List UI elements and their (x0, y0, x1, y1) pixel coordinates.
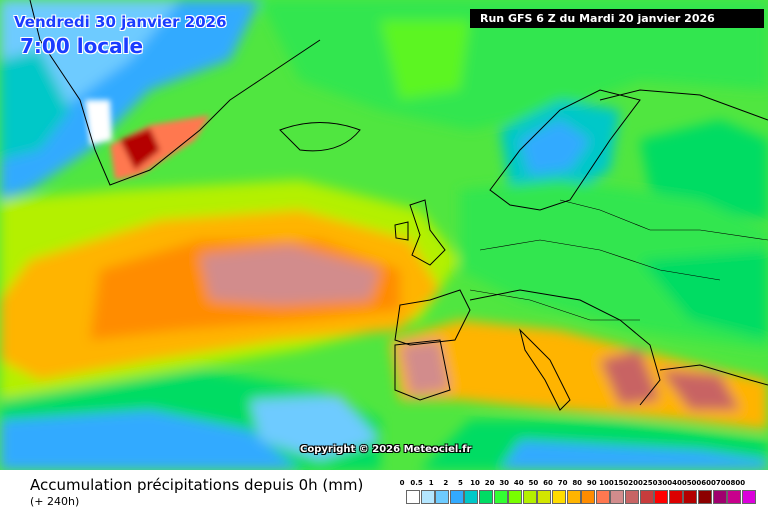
legend-swatch (683, 490, 698, 504)
legend-swatch (581, 490, 596, 504)
legend-swatch (727, 490, 742, 504)
legend-label: 1 (428, 479, 434, 487)
legend-label: 700 (715, 479, 731, 487)
legend-label: 100 (599, 479, 614, 487)
legend-label: 70 (557, 479, 568, 487)
legend-label: 10 (470, 479, 480, 487)
legend-swatch (522, 490, 537, 504)
legend-label: 500 (686, 479, 702, 487)
legend-swatch (493, 490, 508, 504)
map-canvas (0, 0, 768, 470)
legend-label: 600 (701, 479, 716, 487)
legend-swatch (464, 490, 479, 504)
legend-swatch (595, 490, 610, 504)
legend-label: 150 (613, 479, 629, 487)
forecast-date: Vendredi 30 janvier 2026 (14, 13, 227, 31)
forecast-time: 7:00 locale (20, 34, 144, 58)
legend-label: 0.5 (410, 479, 423, 487)
legend-label: 20 (484, 479, 495, 487)
legend-swatch (639, 490, 654, 504)
legend-label: 40 (513, 479, 524, 487)
legend-swatch (552, 490, 566, 504)
footer-subtitle: (+ 240h) (30, 495, 80, 508)
color-legend: 0 0.5 1 2 5 10 20 30 40 50 60 70 80 90 100 150 200 250 300… (399, 478, 756, 510)
legend-label: 400 (672, 479, 687, 487)
legend-swatch (449, 490, 464, 504)
coastlines (29, 0, 768, 411)
precipitation-map: Vendredi 30 janvier 2026 7:00 locale Run… (0, 0, 768, 470)
copyright-text: Copyright © 2026 Meteociel.fr (300, 444, 472, 455)
legend-swatch (479, 490, 493, 504)
legend-label: 60 (543, 479, 553, 487)
legend-swatch (406, 490, 420, 504)
legend-label: 0 (399, 479, 405, 487)
map-footer: Accumulation précipitations depuis 0h (m… (0, 470, 768, 512)
legend-label: 2 (443, 479, 449, 487)
legend-label: 300 (657, 479, 673, 487)
legend-swatch (420, 490, 435, 504)
legend-swatch (610, 490, 625, 504)
legend-swatch (625, 490, 639, 504)
legend-swatch (435, 490, 450, 504)
legend-swatch (508, 490, 523, 504)
legend-label: 800 (730, 479, 746, 487)
legend-label: 90 (586, 479, 597, 487)
legend-label: 30 (499, 479, 510, 487)
legend-label: 5 (457, 479, 463, 487)
precip-fields (0, 0, 768, 470)
legend-swatch (566, 490, 581, 504)
legend-swatch (712, 490, 727, 504)
legend-label: 80 (572, 479, 583, 487)
legend-label: 250 (642, 479, 658, 487)
legend-label: 50 (528, 479, 539, 487)
footer-title: Accumulation précipitations depuis 0h (m… (30, 476, 364, 494)
legend-swatch (741, 490, 756, 504)
legend-swatch (537, 490, 552, 504)
greenland-heavy-precip (85, 100, 210, 180)
legend-swatch (698, 490, 712, 504)
model-run-label: Run GFS 6 Z du Mardi 20 janvier 2026 (470, 9, 764, 28)
legend-label: 200 (628, 479, 643, 487)
legend-swatch (668, 490, 683, 504)
legend-swatch (654, 490, 669, 504)
